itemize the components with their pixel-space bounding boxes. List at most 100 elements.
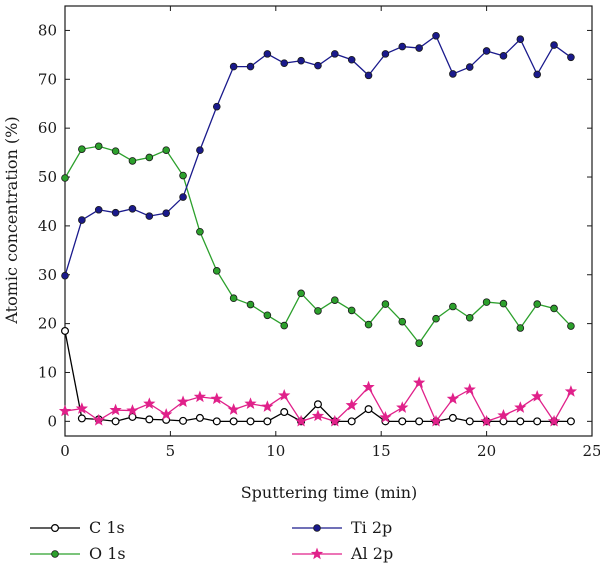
x-tick-label: 10 (266, 442, 285, 460)
plot-frame (64, 5, 593, 437)
data-point-al-2p (311, 409, 325, 422)
data-point-o-1s (280, 321, 289, 330)
plot-border (64, 5, 593, 437)
legend-label: C 1s (89, 518, 125, 537)
data-point-al-2p (294, 414, 308, 427)
y-tick-label: 60 (38, 119, 57, 137)
series-ti-2p (61, 32, 575, 280)
data-point-ti-2p (314, 61, 322, 70)
data-point-c-1s (448, 413, 457, 422)
x-tick-label: 15 (372, 442, 391, 460)
data-point-ti-2p (381, 50, 390, 58)
y-tick-label: 10 (38, 363, 57, 381)
y-tick-label: 50 (38, 168, 57, 186)
data-point-al-2p (564, 385, 578, 397)
data-point-o-1s (179, 171, 187, 180)
data-point-ti-2p (449, 70, 457, 78)
data-point-c-1s (280, 408, 289, 417)
legend-swatch-marker (51, 550, 59, 558)
data-point-ti-2p (212, 102, 221, 111)
data-point-ti-2p (145, 212, 154, 220)
data-point-al-2p (345, 398, 358, 411)
legend-item-o-1s: O 1s (30, 544, 126, 563)
data-point-ti-2p (331, 50, 339, 58)
data-point-c-1s (566, 417, 575, 426)
y-tick-label: 30 (38, 266, 57, 284)
data-point-ti-2p (550, 41, 558, 49)
data-point-o-1s (499, 299, 508, 308)
y-tick-label: 70 (38, 70, 57, 88)
data-point-al-2p (379, 410, 392, 423)
data-point-c-1s (516, 417, 525, 426)
data-point-o-1s (533, 300, 541, 308)
data-point-al-2p (429, 414, 443, 427)
data-point-c-1s (60, 326, 69, 335)
data-point-c-1s (77, 414, 86, 423)
series-line-ti-2p (64, 34, 572, 276)
data-point-al-2p (514, 401, 527, 413)
data-point-c-1s (111, 417, 120, 426)
data-point-ti-2p (94, 205, 103, 214)
data-point-c-1s (313, 400, 322, 409)
data-point-c-1s (229, 417, 238, 426)
data-point-al-2p (362, 380, 375, 393)
data-point-ti-2p (347, 55, 356, 64)
data-point-al-2p (244, 397, 257, 409)
series-al-2p (58, 376, 578, 427)
data-point-o-1s (465, 313, 474, 322)
data-point-al-2p (143, 397, 156, 409)
axis-ticks: 0 5 10 15 20 25 0 10 20 30 40 50 60 70 80 (38, 6, 600, 460)
data-point-ti-2p (516, 35, 525, 44)
data-point-c-1s (128, 412, 137, 421)
data-point-o-1s (381, 300, 390, 308)
data-point-ti-2p (432, 32, 440, 40)
data-point-ti-2p (482, 47, 491, 55)
data-point-ti-2p (263, 50, 272, 58)
legend-label: O 1s (89, 544, 126, 563)
data-point-c-1s (364, 405, 373, 414)
data-point-o-1s (331, 296, 339, 304)
data-point-ti-2p (415, 44, 423, 52)
data-point-o-1s (415, 339, 423, 347)
data-point-al-2p (261, 400, 274, 412)
data-point-al-2p (497, 409, 510, 421)
data-point-o-1s (128, 157, 137, 165)
y-tick-label: 80 (38, 21, 57, 39)
legend-label: Al 2p (350, 544, 393, 563)
data-point-c-1s (246, 417, 255, 426)
data-point-o-1s (347, 306, 356, 315)
data-point-o-1s (61, 174, 69, 182)
x-tick-label: 20 (477, 442, 496, 460)
data-point-c-1s (533, 417, 542, 426)
data-point-al-2p (210, 392, 223, 405)
data-point-al-2p (278, 389, 291, 401)
legend-item-c-1s: C 1s (30, 518, 125, 537)
data-point-ti-2p (297, 56, 305, 65)
data-point-ti-2p (465, 63, 474, 71)
data-point-al-2p (396, 401, 409, 413)
data-point-c-1s (179, 416, 188, 425)
data-point-al-2p (92, 413, 105, 426)
data-point-c-1s (195, 413, 204, 422)
data-point-c-1s (347, 417, 356, 426)
y-tick-label: 40 (38, 217, 57, 235)
data-point-ti-2p (280, 59, 289, 67)
data-point-ti-2p (196, 146, 204, 154)
data-point-ti-2p (364, 71, 373, 80)
data-point-al-2p (547, 414, 561, 427)
data-point-c-1s (415, 417, 424, 426)
data-point-o-1s (111, 147, 120, 155)
data-point-al-2p (160, 408, 173, 420)
legend: C 1s O 1s Ti 2p Al 2p (30, 518, 393, 563)
data-point-ti-2p (499, 52, 508, 60)
data-point-al-2p (480, 414, 493, 427)
data-point-o-1s (364, 320, 373, 329)
data-point-ti-2p (533, 70, 541, 79)
data-point-o-1s (145, 153, 154, 162)
data-point-o-1s (263, 311, 272, 320)
series-layer (58, 32, 578, 427)
data-point-al-2p (58, 404, 72, 417)
data-point-o-1s (482, 298, 491, 306)
y-tick-label: 20 (38, 315, 57, 333)
